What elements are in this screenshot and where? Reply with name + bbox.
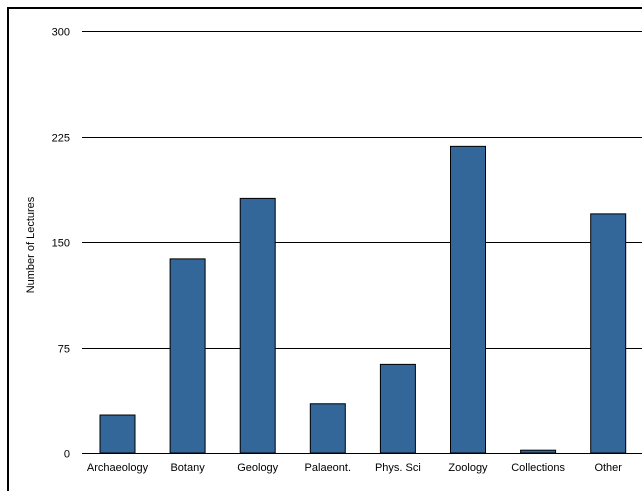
y-tick-label: 225 xyxy=(52,133,70,145)
bar-other xyxy=(590,213,627,454)
y-tick-label: 0 xyxy=(64,449,70,461)
x-tick-label: Palaeont. xyxy=(305,462,351,474)
y-tick-label: 75 xyxy=(58,344,70,356)
x-tick-label: Archaeology xyxy=(87,462,149,474)
bar-botany xyxy=(169,258,206,454)
y-axis-ticks: 0 75 150 225 300 xyxy=(52,27,70,461)
y-tick-label: 300 xyxy=(52,27,70,39)
x-tick-label: Collections xyxy=(511,462,565,474)
y-tick-label: 150 xyxy=(52,238,70,250)
y-axis-label: Number of Lectures xyxy=(25,196,37,293)
x-tick-label: Zoology xyxy=(448,462,488,474)
bar-palaeont xyxy=(309,403,346,454)
gridlines xyxy=(82,31,642,454)
bar-geology xyxy=(239,197,276,454)
bar-zoology xyxy=(450,145,486,454)
x-tick-label: Botany xyxy=(170,462,205,474)
x-tick-label: Geology xyxy=(237,462,278,474)
bar-phys-sci xyxy=(379,363,416,454)
chart-frame xyxy=(7,7,642,491)
bar-archaeology xyxy=(99,414,136,454)
x-tick-label: Phys. Sci xyxy=(375,462,421,474)
x-axis-ticks: Archaeology Botany Geology Palaeont. Phys. S… xyxy=(87,462,622,474)
bar-collections xyxy=(520,449,557,454)
x-tick-label: Other xyxy=(594,462,622,474)
bars xyxy=(99,145,627,454)
